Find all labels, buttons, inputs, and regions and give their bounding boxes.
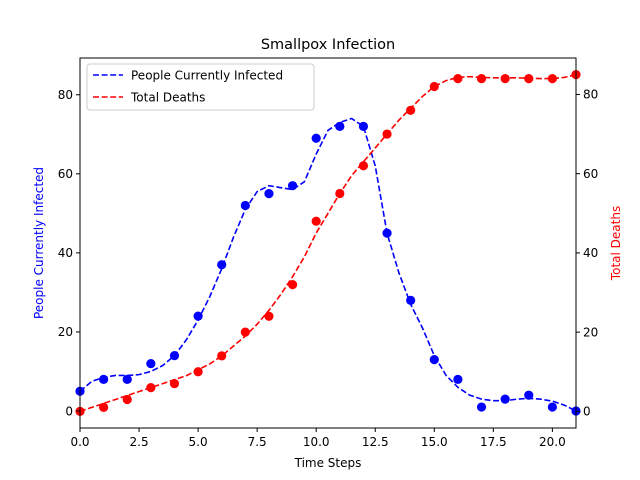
left-y-tick-label: 80	[58, 88, 73, 102]
right-y-tick-label: 20	[583, 325, 598, 339]
data-point-0-18	[500, 394, 510, 404]
x-tick-label: 0.0	[70, 435, 89, 449]
legend-label-deaths: Total Deaths	[130, 91, 205, 105]
left-y-tick-label: 20	[58, 325, 73, 339]
left-y-tick-label: 60	[58, 167, 73, 181]
data-point-1-10	[311, 216, 321, 226]
data-point-1-8	[264, 311, 274, 321]
x-tick-label: 2.5	[130, 435, 149, 449]
x-tick-label: 17.5	[480, 435, 507, 449]
data-point-0-10	[311, 133, 321, 143]
right-y-tick-label: 40	[583, 246, 598, 260]
data-point-1-20	[547, 74, 557, 84]
data-point-1-5	[193, 367, 203, 377]
legend-box	[86, 63, 315, 111]
chart-title: Smallpox Infection	[261, 37, 395, 53]
data-point-0-14	[406, 295, 416, 305]
data-point-0-15	[429, 355, 439, 365]
data-point-0-5	[193, 311, 203, 321]
data-point-0-8	[264, 188, 274, 199]
data-point-0-4	[169, 351, 180, 361]
data-point-1-14	[406, 105, 416, 115]
data-point-0-17	[476, 402, 487, 412]
data-point-1-9	[287, 280, 298, 290]
right-y-tick-label: 60	[583, 167, 598, 181]
data-point-0-13	[382, 228, 392, 238]
data-point-0-6	[217, 260, 227, 270]
data-point-1-1	[99, 402, 109, 412]
data-point-1-15	[429, 81, 439, 92]
data-point-1-6	[217, 351, 227, 361]
data-point-0-7	[240, 200, 250, 211]
data-point-1-17	[476, 74, 487, 84]
data-point-0-1	[99, 374, 109, 384]
data-point-1-11	[335, 188, 345, 199]
left-axis-label: People Currently Infected	[32, 167, 46, 319]
data-point-1-13	[382, 129, 392, 139]
data-point-1-16	[453, 74, 463, 84]
left-y-tick-label: 40	[58, 246, 73, 260]
legend: People Currently Infected Total Deaths	[86, 63, 315, 111]
x-tick-label: 5.0	[189, 435, 208, 449]
data-point-0-16	[453, 374, 463, 384]
data-point-1-4	[169, 379, 180, 389]
data-point-1-18	[500, 74, 510, 84]
x-axis-label: Time Steps	[294, 456, 362, 470]
x-tick-label: 7.5	[248, 435, 267, 449]
right-y-tick-label: 80	[583, 88, 598, 102]
x-tick-label: 20.0	[539, 435, 566, 449]
data-point-0-3	[146, 358, 156, 369]
series-line-0	[79, 117, 577, 412]
data-point-0-19	[524, 390, 534, 400]
x-tick-label: 15.0	[421, 435, 448, 449]
legend-label-infected: People Currently Infected	[131, 69, 283, 83]
data-point-1-7	[240, 327, 250, 337]
right-axis-label: Total Deaths	[609, 206, 623, 281]
left-y-tick-label: 0	[65, 404, 73, 418]
data-point-0-12	[358, 121, 369, 131]
data-point-0-20	[547, 402, 557, 412]
data-point-1-12	[358, 161, 369, 171]
data-point-1-2	[122, 394, 132, 405]
series-line-1	[79, 73, 577, 413]
data-point-1-19	[524, 74, 534, 84]
right-y-tick-label: 0	[583, 405, 591, 419]
plot-frame	[79, 57, 577, 429]
data-point-1-3	[146, 382, 156, 393]
data-point-0-9	[287, 181, 298, 191]
data-point-0-2	[122, 374, 132, 384]
data-point-0-11	[335, 121, 345, 131]
x-tick-label: 12.5	[362, 435, 389, 449]
x-tick-label: 10.0	[303, 435, 330, 449]
